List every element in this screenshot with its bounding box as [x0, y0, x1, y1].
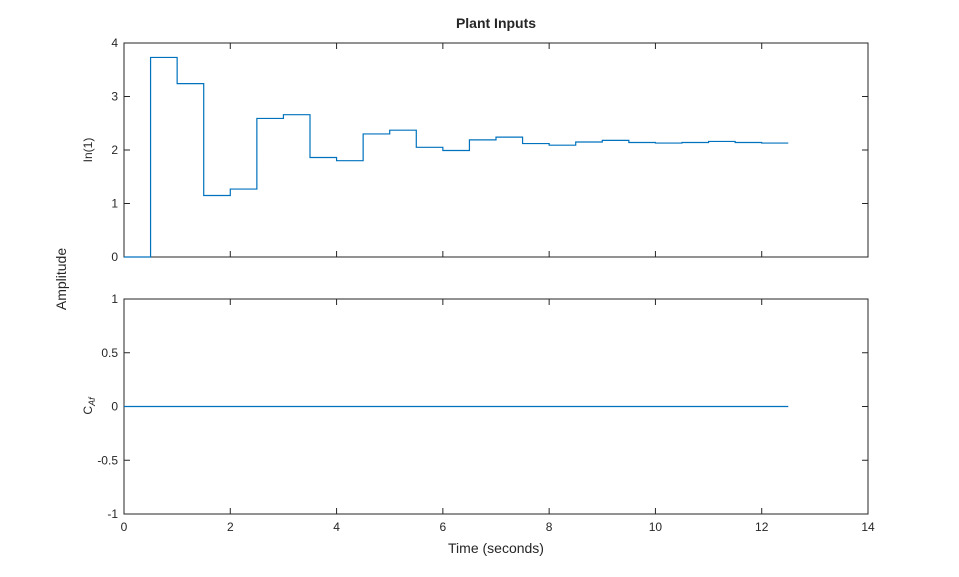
caf-ytick-label: -0.5 [97, 453, 118, 467]
x-tick-labels: 0 2 4 6 8 10 12 14 [121, 520, 875, 534]
xtick-label: 6 [440, 520, 447, 534]
caf-ytick-label: 0.5 [101, 346, 118, 360]
caf-ytick-label: 0 [111, 400, 118, 414]
subplot-in1: 0 1 2 3 4 In(1) [81, 36, 869, 264]
xtick-label: 0 [121, 520, 128, 534]
xtick-label: 10 [649, 520, 663, 534]
in1-ytick-label: 4 [111, 36, 118, 50]
in1-ytick-label: 2 [111, 143, 118, 157]
xtick-label: 2 [227, 520, 234, 534]
x-axis-label: Time (seconds) [448, 540, 544, 556]
caf-ytick-label: -1 [107, 507, 118, 521]
subplot-in1-ticks [123, 42, 869, 258]
xtick-label: 8 [546, 520, 553, 534]
in1-ytick-label: 3 [111, 90, 118, 104]
xtick-label: 4 [333, 520, 340, 534]
chart-title: Plant Inputs [456, 15, 536, 31]
xtick-label: 12 [755, 520, 769, 534]
subplot-in1-frame [123, 42, 869, 258]
in1-ytick-label: 0 [111, 250, 118, 264]
subplot-caf-ytick-labels: -1 -0.5 0 0.5 1 [97, 292, 118, 521]
subplot-caf: -1-0.500.51 CAf [81, 292, 869, 521]
in1-step-series [124, 56, 789, 258]
y-axis-label: Amplitude [53, 248, 69, 310]
in1-ytick-label: 1 [111, 197, 118, 211]
caf-ytick-label: 1 [111, 292, 118, 306]
subplot-in1-ytick-labels: 0 1 2 3 4 [111, 36, 118, 264]
xtick-label: 14 [861, 520, 875, 534]
in1-axis-label: In(1) [81, 138, 95, 163]
